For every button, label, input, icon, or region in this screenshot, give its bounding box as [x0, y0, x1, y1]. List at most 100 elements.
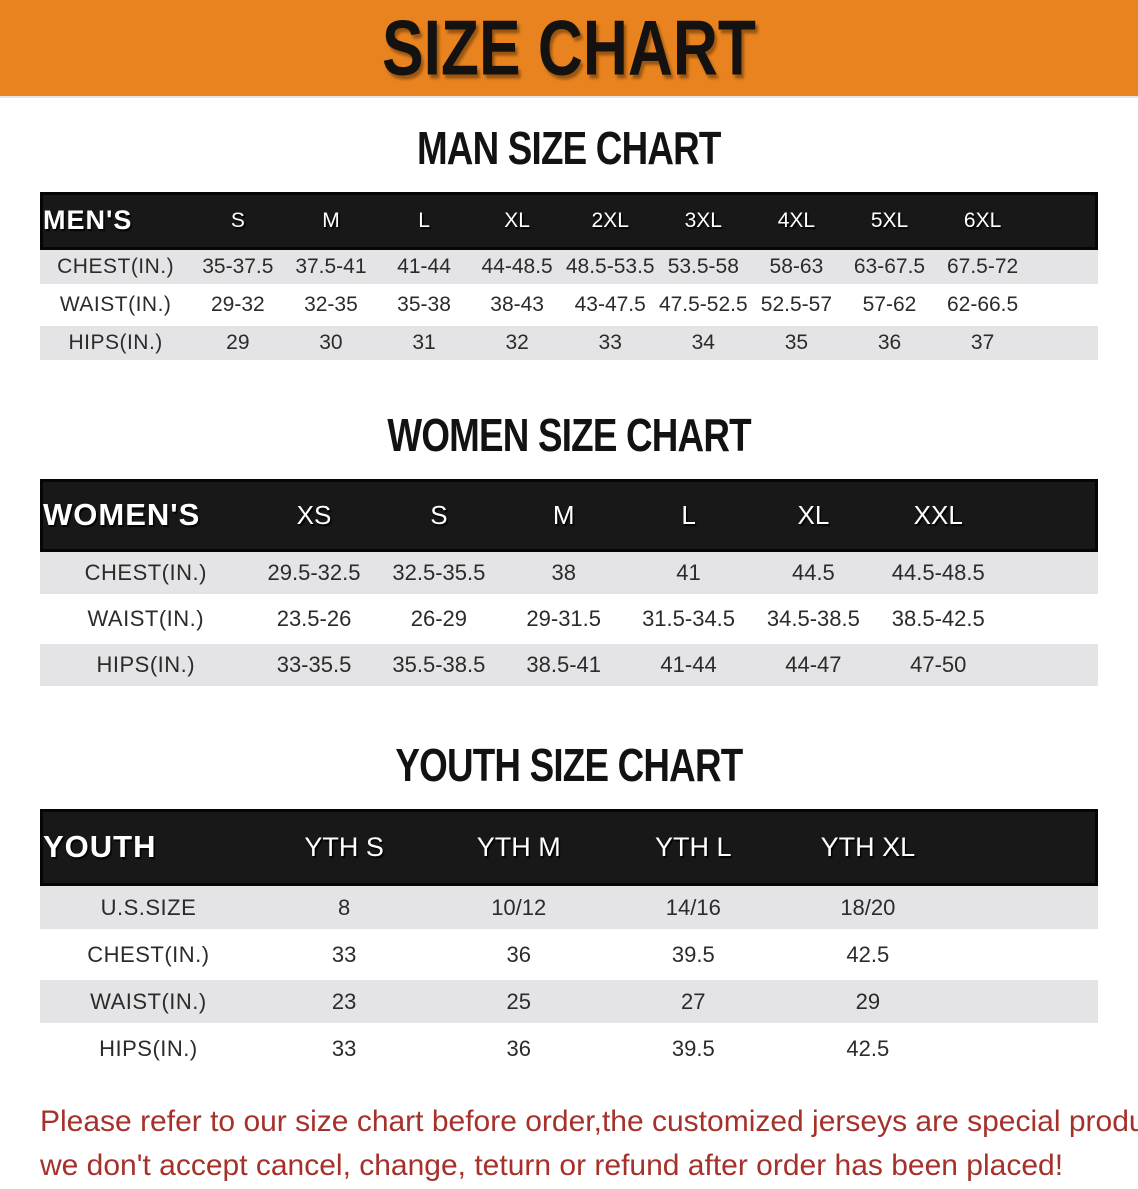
disclaimer: Please refer to our size chart before or…: [40, 1100, 1138, 1189]
youth-size-heading-text: YOUTH SIZE CHART: [395, 739, 743, 791]
table-row: WAIST(IN.) 23 25 27 29: [40, 980, 1098, 1027]
man-size-heading-text: MAN SIZE CHART: [417, 122, 721, 174]
size-value-cell: 42.5: [780, 933, 956, 980]
row-label: HIPS(IN.): [40, 644, 252, 690]
size-value-cell: 33: [256, 1027, 432, 1074]
filler-cell: [1000, 598, 1098, 644]
row-label: CHEST(IN.): [40, 552, 252, 598]
column-header: YTH XL: [780, 809, 956, 886]
size-value-cell: 29: [780, 980, 956, 1027]
size-value-cell: 29-32: [191, 288, 285, 326]
size-value-cell: 44.5: [750, 552, 876, 598]
column-header: XL: [470, 192, 564, 250]
header-row: YOUTH YTH S YTH M YTH L YTH XL: [40, 809, 1098, 886]
size-value-cell: 36: [431, 1027, 606, 1074]
size-value-cell: 29: [191, 326, 285, 364]
column-header: 4XL: [749, 192, 843, 250]
size-value-cell: 35-37.5: [191, 250, 285, 288]
row-label: WAIST(IN.): [40, 980, 257, 1027]
size-value-cell: 31: [377, 326, 471, 364]
size-value-cell: 37: [936, 326, 1030, 364]
size-value-cell: 47.5-52.5: [656, 288, 750, 326]
row-label: WAIST(IN.): [40, 598, 252, 644]
size-value-cell: 23: [256, 980, 432, 1027]
table-row: HIPS(IN.) 33-35.5 35.5-38.5 38.5-41 41-44 44-…: [40, 644, 1098, 690]
youth-size-heading: YOUTH SIZE CHART: [0, 742, 1138, 788]
column-header: S: [376, 479, 502, 552]
table-row: CHEST(IN.) 29.5-32.5 32.5-35.5 38 41 44.5 44.5…: [40, 552, 1098, 598]
size-value-cell: 44-47: [750, 644, 876, 690]
women-size-heading-text: WOMEN SIZE CHART: [387, 409, 751, 461]
header-row: WOMEN'S XS S M L XL XXL: [40, 479, 1098, 552]
table-row: HIPS(IN.) 29 30 31 32 33 34 35 36 37: [40, 326, 1098, 364]
table-row: WAIST(IN.) 23.5-26 26-29 29-31.5 31.5-34.5 34…: [40, 598, 1098, 644]
size-value-cell: 36: [431, 933, 606, 980]
size-value-cell: 63-67.5: [842, 250, 937, 288]
filler-cell: [1000, 552, 1098, 598]
column-header: XL: [750, 479, 876, 552]
filler-cell: [1029, 250, 1098, 288]
size-value-cell: 29.5-32.5: [251, 552, 377, 598]
table-corner-label: YOUTH: [40, 809, 257, 886]
size-value-cell: 38.5-42.5: [875, 598, 1001, 644]
column-header: YTH L: [606, 809, 781, 886]
column-header: L: [377, 192, 471, 250]
table-row: U.S.SIZE 8 10/12 14/16 18/20: [40, 886, 1098, 933]
filler-cell: [1000, 644, 1098, 690]
column-header: 3XL: [656, 192, 750, 250]
size-value-cell: 47-50: [875, 644, 1001, 690]
womens-size-table: WOMEN'S XS S M L XL XXL CHEST(IN.) 29.5-32.5 32.5…: [40, 479, 1098, 690]
row-label: U.S.SIZE: [40, 886, 257, 933]
size-value-cell: 33-35.5: [251, 644, 377, 690]
man-size-section: MAN SIZE CHART MEN'S S M L XL 2XL 3XL 4XL 5XL 6XL…: [0, 125, 1138, 364]
column-header: XXL: [875, 479, 1001, 552]
filler-cell: [1000, 479, 1098, 552]
row-label: HIPS(IN.): [40, 1027, 257, 1074]
size-value-cell: 41-44: [626, 644, 751, 690]
mens-size-table: MEN'S S M L XL 2XL 3XL 4XL 5XL 6XL CHEST(IN.) 35-37…: [40, 192, 1098, 364]
column-header: 5XL: [842, 192, 937, 250]
size-value-cell: 31.5-34.5: [626, 598, 751, 644]
size-value-cell: 34.5-38.5: [750, 598, 876, 644]
column-header: 6XL: [936, 192, 1030, 250]
youth-size-table: YOUTH YTH S YTH M YTH L YTH XL U.S.SIZE 8 10/12…: [40, 809, 1098, 1074]
column-header: M: [284, 192, 378, 250]
column-header: YTH M: [431, 809, 606, 886]
size-value-cell: 33: [563, 326, 657, 364]
size-value-cell: 32-35: [284, 288, 378, 326]
size-value-cell: 41-44: [377, 250, 471, 288]
size-value-cell: 67.5-72: [936, 250, 1030, 288]
column-header: L: [626, 479, 751, 552]
row-label: WAIST(IN.): [40, 288, 192, 326]
filler-cell: [955, 933, 1098, 980]
size-value-cell: 42.5: [780, 1027, 956, 1074]
size-value-cell: 38.5-41: [501, 644, 627, 690]
size-value-cell: 53.5-58: [656, 250, 750, 288]
size-value-cell: 57-62: [842, 288, 937, 326]
table-row: HIPS(IN.) 33 36 39.5 42.5: [40, 1027, 1098, 1074]
column-header: XS: [251, 479, 377, 552]
row-label: CHEST(IN.): [40, 250, 192, 288]
size-value-cell: 62-66.5: [936, 288, 1030, 326]
size-value-cell: 35: [749, 326, 843, 364]
size-value-cell: 25: [431, 980, 606, 1027]
women-size-section: WOMEN SIZE CHART WOMEN'S XS S M L XL XXL CHEST(…: [0, 412, 1138, 690]
filler-cell: [1029, 326, 1098, 364]
size-value-cell: 8: [256, 886, 432, 933]
size-value-cell: 33: [256, 933, 432, 980]
size-value-cell: 30: [284, 326, 378, 364]
table-row: CHEST(IN.) 33 36 39.5 42.5: [40, 933, 1098, 980]
size-value-cell: 27: [606, 980, 781, 1027]
banner: SIZE CHART: [0, 0, 1138, 98]
women-size-heading: WOMEN SIZE CHART: [0, 412, 1138, 458]
filler-cell: [955, 809, 1098, 886]
size-value-cell: 38: [501, 552, 627, 598]
size-value-cell: 39.5: [606, 1027, 781, 1074]
filler-cell: [955, 1027, 1098, 1074]
size-value-cell: 44-48.5: [470, 250, 564, 288]
size-value-cell: 43-47.5: [563, 288, 657, 326]
size-value-cell: 38-43: [470, 288, 564, 326]
size-value-cell: 48.5-53.5: [563, 250, 657, 288]
man-size-heading: MAN SIZE CHART: [0, 125, 1138, 171]
